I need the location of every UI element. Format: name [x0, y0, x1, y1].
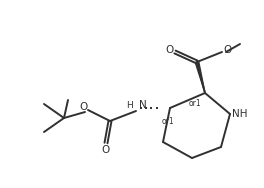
Text: NH: NH [232, 109, 248, 119]
Text: N: N [139, 100, 147, 110]
Text: or1: or1 [162, 118, 174, 127]
Polygon shape [195, 61, 205, 93]
Text: O: O [79, 102, 87, 112]
Text: H: H [126, 101, 133, 109]
Text: O: O [101, 145, 109, 155]
Text: O: O [224, 45, 232, 55]
Text: O: O [165, 45, 173, 55]
Text: or1: or1 [189, 99, 201, 108]
